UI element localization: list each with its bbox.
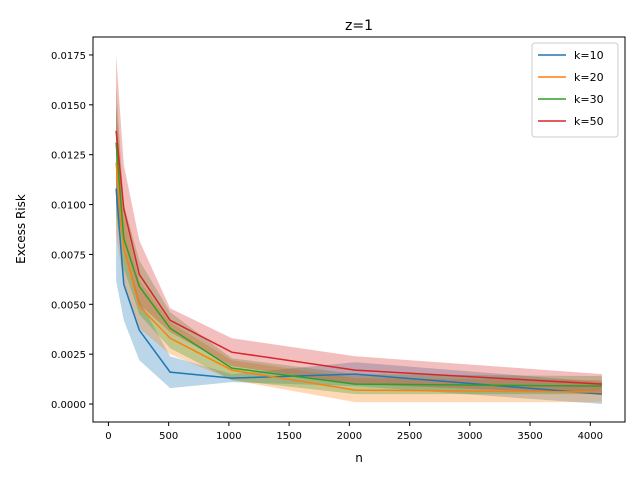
y-tick-label: 0.0050 [51, 300, 86, 311]
x-tick-label: 2000 [337, 431, 362, 442]
x-tick-label: 2500 [397, 431, 422, 442]
series-line-2 [115, 162, 602, 393]
legend-label: k=50 [574, 115, 604, 128]
confidence-bands [116, 55, 602, 405]
y-tick-label: 0.0150 [51, 101, 86, 112]
x-tick-label: 500 [159, 431, 178, 442]
y-tick-label: 0.0000 [51, 400, 86, 411]
x-tick-label: 3500 [517, 431, 542, 442]
x-tick-label: 3000 [457, 431, 482, 442]
legend-label: k=10 [574, 49, 604, 62]
series-line-3 [115, 142, 602, 387]
x-axis: 0 500 1000 1500 2000 2500 3000 3500 4000 [105, 422, 603, 442]
x-tick-label: 4000 [578, 431, 603, 442]
y-tick-label: 0.0175 [51, 51, 86, 62]
series-line-1 [115, 188, 602, 395]
y-tick-label: 0.0075 [51, 250, 86, 261]
x-tick-label: 0 [105, 431, 111, 442]
x-axis-label: n [355, 451, 363, 465]
chart-title: z=1 [345, 18, 373, 34]
series-line-4 [115, 130, 602, 385]
legend: k=10 k=20 k=30 k=50 [531, 42, 619, 138]
y-tick-label: 0.0125 [51, 151, 86, 162]
y-axis-label: Excess Risk [14, 194, 28, 264]
confidence-band-series-1 [116, 104, 602, 405]
plot-frame [92, 36, 626, 423]
y-tick-label: 0.0025 [51, 350, 86, 361]
y-tick-label: 0.0100 [51, 201, 86, 212]
x-tick-label: 1500 [276, 431, 301, 442]
legend-label: k=30 [574, 93, 604, 106]
y-axis: 0.0000 0.0025 0.0050 0.0075 0.0100 0.0125 0.01… [51, 51, 93, 411]
legend-label: k=20 [574, 71, 604, 84]
series-lines [115, 130, 602, 395]
legend-frame [531, 42, 619, 138]
x-tick-label: 1000 [216, 431, 241, 442]
